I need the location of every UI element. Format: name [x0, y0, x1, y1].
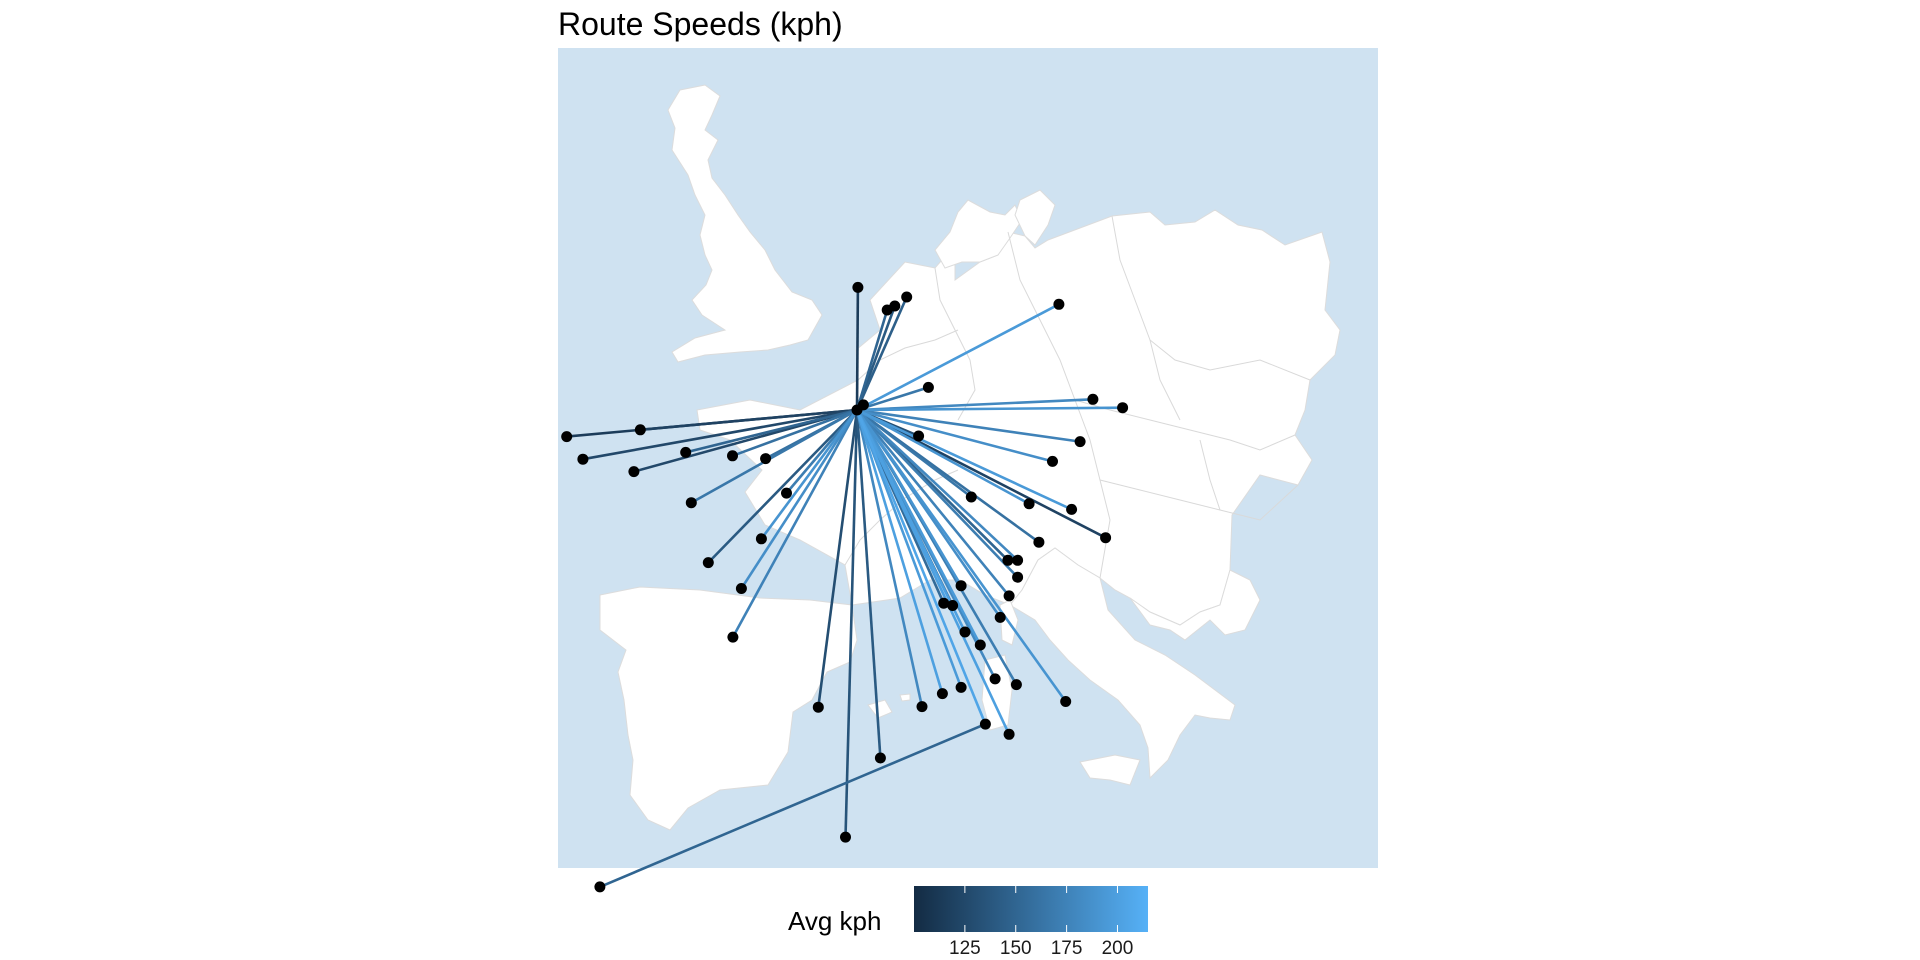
city-point: [995, 612, 1006, 623]
legend-title: Avg kph: [788, 906, 881, 937]
legend-tick-label: 200: [1102, 938, 1134, 960]
city-point: [858, 399, 869, 410]
city-point: [1012, 555, 1023, 566]
city-point: [889, 301, 900, 312]
legend-tick-label: 175: [1051, 938, 1083, 960]
city-point: [960, 627, 971, 638]
city-point: [947, 600, 958, 611]
city-point: [975, 640, 986, 651]
city-point: [561, 431, 572, 442]
city-point: [980, 719, 991, 730]
city-point: [901, 292, 912, 303]
city-point: [756, 533, 767, 544]
route-line: [857, 287, 858, 410]
city-point: [727, 632, 738, 643]
city-point: [875, 753, 886, 764]
city-point: [1002, 555, 1013, 566]
city-point: [635, 424, 646, 435]
city-point: [1004, 590, 1015, 601]
city-point: [813, 702, 824, 713]
city-point: [840, 832, 851, 843]
city-point: [923, 382, 934, 393]
legend-colorbar: [914, 886, 1148, 932]
legend-tick-label: 150: [1000, 938, 1032, 960]
city-point: [703, 557, 714, 568]
city-point: [727, 450, 738, 461]
city-point: [736, 583, 747, 594]
city-point: [937, 688, 948, 699]
city-point: [966, 492, 977, 503]
city-point: [686, 497, 697, 508]
city-point: [1117, 402, 1128, 413]
legend-tick-label: 125: [949, 938, 981, 960]
city-point: [1033, 537, 1044, 548]
city-point: [990, 673, 1001, 684]
city-point: [577, 454, 588, 465]
city-point: [913, 431, 924, 442]
city-point: [852, 282, 863, 293]
city-point: [917, 701, 928, 712]
city-point: [1060, 696, 1071, 707]
city-point: [956, 682, 967, 693]
city-point: [594, 881, 605, 892]
city-point: [1004, 729, 1015, 740]
city-point: [1047, 456, 1058, 467]
city-point: [1053, 299, 1064, 310]
city-point: [760, 453, 771, 464]
legend: [914, 886, 1148, 932]
city-point: [680, 447, 691, 458]
city-point: [1100, 532, 1111, 543]
city-point: [781, 488, 792, 499]
city-point: [1011, 679, 1022, 690]
land-menorca: [900, 694, 910, 701]
city-point: [1075, 436, 1086, 447]
city-point: [1087, 394, 1098, 405]
city-point: [628, 466, 639, 477]
city-point: [956, 580, 967, 591]
city-point: [1066, 504, 1077, 515]
city-point: [1012, 572, 1023, 583]
city-point: [1024, 498, 1035, 509]
